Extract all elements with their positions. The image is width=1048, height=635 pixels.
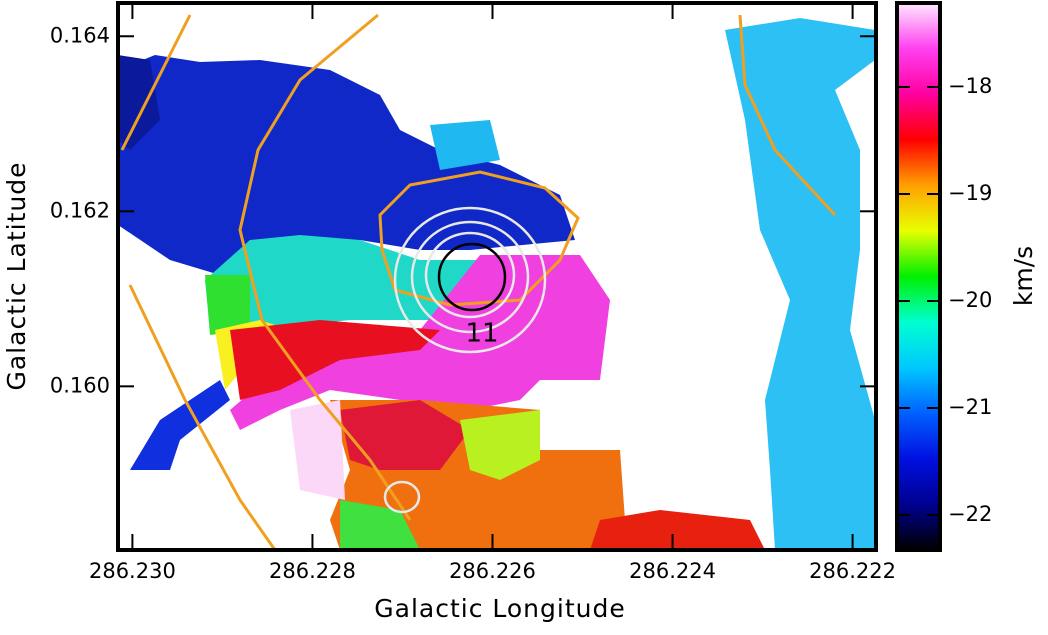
map-region bbox=[118, 55, 575, 275]
x-tick-label: 286.222 bbox=[809, 559, 896, 583]
x-axis-label: Galactic Longitude bbox=[374, 594, 625, 623]
colorbar-tick-label: −22 bbox=[948, 502, 992, 526]
orange-contour bbox=[238, 13, 412, 521]
white-contour bbox=[383, 480, 421, 514]
colorbar-tick-label: −19 bbox=[948, 181, 992, 205]
white-contour bbox=[424, 231, 516, 319]
white-contour bbox=[410, 220, 530, 334]
velocity-map bbox=[118, 18, 875, 550]
orange-contour bbox=[120, 14, 192, 151]
map-region bbox=[205, 275, 250, 335]
colorbar-tick-label: −18 bbox=[948, 74, 992, 98]
map-region bbox=[290, 400, 345, 500]
source-circle bbox=[437, 242, 507, 312]
y-tick-label: 0.160 bbox=[50, 373, 110, 397]
x-tick-label: 286.224 bbox=[629, 559, 716, 583]
y-axis-label: Galactic Latitude bbox=[2, 161, 31, 390]
map-region bbox=[130, 380, 230, 470]
x-tick-label: 286.228 bbox=[269, 559, 356, 583]
map-region bbox=[340, 400, 470, 470]
orange-contour bbox=[378, 170, 580, 307]
x-tick-label: 286.230 bbox=[89, 559, 176, 583]
colorbar-tick-label: −20 bbox=[948, 288, 992, 312]
colorbar-tick-label: −21 bbox=[948, 395, 992, 419]
x-tick-label: 286.226 bbox=[449, 559, 536, 583]
plot-frame bbox=[116, 1, 878, 552]
orange-contour bbox=[128, 284, 277, 551]
y-tick-label: 0.162 bbox=[50, 198, 110, 222]
map-region bbox=[590, 510, 765, 550]
map-region bbox=[230, 320, 440, 400]
map-region bbox=[430, 120, 500, 170]
map-region bbox=[118, 55, 160, 150]
contours bbox=[120, 13, 837, 551]
orange-contour bbox=[738, 14, 837, 217]
y-tick-label: 0.164 bbox=[50, 23, 110, 47]
colorbar bbox=[895, 1, 942, 552]
white-contour bbox=[393, 206, 547, 354]
map-region bbox=[460, 410, 540, 480]
annotation: 11 bbox=[465, 319, 498, 349]
colorbar-label: km/s bbox=[1009, 246, 1038, 306]
map-region bbox=[725, 18, 875, 550]
